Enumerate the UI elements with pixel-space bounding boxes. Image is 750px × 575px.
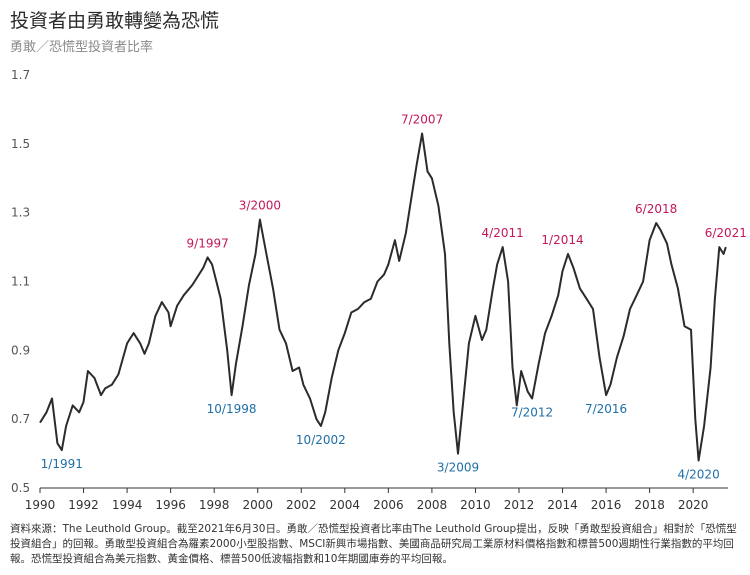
x-tick-label: 2002 — [286, 498, 317, 512]
peak-annotation-label: 7/2007 — [401, 113, 443, 127]
peak-annotation-label: 6/2021 — [705, 226, 747, 240]
y-tick-label: 0.7 — [11, 412, 30, 426]
peak-annotation-label: 6/2018 — [635, 202, 677, 216]
y-tick-label: 0.9 — [11, 343, 30, 357]
x-tick-label: 2010 — [460, 498, 491, 512]
x-tick-label: 1990 — [25, 498, 56, 512]
chart-title: 投資者由勇敢轉變為恐慌 — [10, 10, 220, 32]
x-tick-label: 2014 — [547, 498, 578, 512]
x-tick-label: 1992 — [68, 498, 99, 512]
trough-annotation-label: 3/2009 — [437, 461, 479, 475]
x-tick-label: 2020 — [678, 498, 709, 512]
trough-annotation-label: 7/2016 — [585, 402, 627, 416]
peak-annotation-label: 3/2000 — [239, 199, 281, 213]
trough-annotation-label: 10/1998 — [207, 402, 257, 416]
y-tick-label: 1.5 — [11, 137, 30, 151]
x-tick-label: 1994 — [112, 498, 143, 512]
x-tick-label: 2016 — [591, 498, 622, 512]
x-tick-label: 2008 — [417, 498, 448, 512]
chart-subtitle: 勇敢／恐慌型投資者比率 — [10, 40, 154, 55]
x-tick-label: 2018 — [634, 498, 665, 512]
peak-annotation-label: 9/1997 — [187, 236, 229, 250]
x-tick-label: 2006 — [373, 498, 404, 512]
x-tick-label: 1996 — [155, 498, 186, 512]
x-tick-label: 1998 — [199, 498, 230, 512]
x-tick-label: 2012 — [504, 498, 535, 512]
peak-annotation-label: 4/2011 — [482, 226, 524, 240]
trough-annotation-label: 4/2020 — [677, 467, 719, 481]
ratio-series-line — [39, 132, 727, 462]
x-tick-label: 2000 — [242, 498, 273, 512]
source-note: 資料來源：The Leuthold Group。截至2021年6月30日。勇敢／… — [10, 523, 737, 565]
trough-annotation-label: 7/2012 — [511, 406, 553, 420]
y-tick-label: 1.3 — [11, 206, 30, 220]
ratio-line-chart: 0.5 0.7 0.9 1.1 1.3 1.5 1.7 1990 1992 1994 1996 199… — [11, 68, 747, 512]
x-tick-label: 2004 — [330, 498, 361, 512]
peak-annotation-label: 1/2014 — [541, 233, 583, 247]
trough-annotation-label: 10/2002 — [296, 433, 346, 447]
trough-annotation-label: 1/1991 — [41, 457, 83, 471]
y-tick-label: 1.7 — [11, 68, 30, 82]
y-tick-label: 0.5 — [11, 481, 30, 495]
y-tick-label: 1.1 — [11, 275, 30, 289]
